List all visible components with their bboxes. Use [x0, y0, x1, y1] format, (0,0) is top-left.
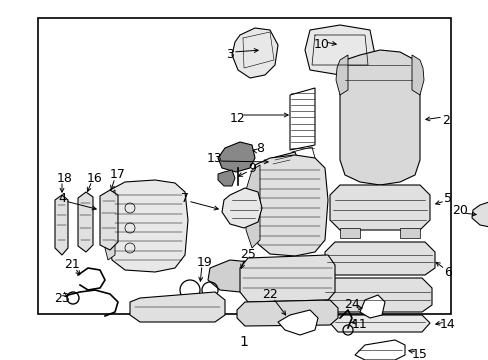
Text: 19: 19	[197, 256, 212, 269]
Polygon shape	[251, 155, 327, 256]
Polygon shape	[359, 295, 384, 318]
Text: 20: 20	[451, 203, 467, 216]
Polygon shape	[267, 152, 299, 172]
Text: 24: 24	[344, 298, 359, 311]
Polygon shape	[240, 255, 334, 302]
Polygon shape	[321, 278, 431, 312]
Polygon shape	[329, 315, 429, 332]
Text: 11: 11	[351, 319, 367, 332]
Text: 8: 8	[256, 141, 264, 154]
Polygon shape	[78, 192, 93, 252]
Text: 1: 1	[239, 335, 248, 349]
Polygon shape	[305, 25, 374, 75]
Polygon shape	[207, 260, 258, 292]
Text: 15: 15	[411, 348, 427, 360]
Polygon shape	[237, 300, 337, 326]
Polygon shape	[399, 228, 419, 238]
Polygon shape	[55, 195, 68, 255]
Text: 12: 12	[230, 112, 245, 125]
Polygon shape	[354, 340, 404, 360]
Text: 21: 21	[64, 258, 80, 271]
Polygon shape	[291, 147, 314, 163]
Polygon shape	[278, 310, 317, 335]
Text: 6: 6	[443, 266, 451, 279]
Text: 14: 14	[439, 319, 455, 332]
Polygon shape	[100, 190, 118, 250]
Text: 4: 4	[58, 192, 66, 204]
Text: 16: 16	[87, 171, 102, 184]
Polygon shape	[245, 165, 260, 248]
Polygon shape	[471, 200, 488, 228]
Polygon shape	[231, 28, 278, 78]
Polygon shape	[335, 55, 347, 95]
Polygon shape	[222, 188, 262, 228]
Polygon shape	[329, 185, 429, 230]
Polygon shape	[130, 292, 224, 322]
Polygon shape	[339, 50, 419, 185]
Text: 23: 23	[54, 292, 70, 305]
Text: 5: 5	[443, 192, 451, 204]
Text: 2: 2	[441, 113, 449, 126]
Polygon shape	[325, 242, 434, 275]
Polygon shape	[108, 180, 187, 272]
Polygon shape	[103, 190, 115, 260]
Text: 10: 10	[313, 39, 329, 51]
Text: 22: 22	[262, 288, 277, 302]
Text: 25: 25	[240, 248, 255, 261]
Bar	[38, 18, 450, 314]
Text: 13: 13	[207, 152, 223, 165]
Polygon shape	[218, 170, 235, 186]
Polygon shape	[289, 88, 314, 150]
Polygon shape	[339, 228, 359, 238]
Text: 7: 7	[181, 192, 189, 204]
Text: 17: 17	[110, 168, 126, 181]
Polygon shape	[218, 142, 254, 172]
Text: 18: 18	[57, 171, 73, 184]
Polygon shape	[411, 55, 423, 95]
Text: 3: 3	[225, 49, 233, 62]
Text: 9: 9	[247, 162, 255, 175]
